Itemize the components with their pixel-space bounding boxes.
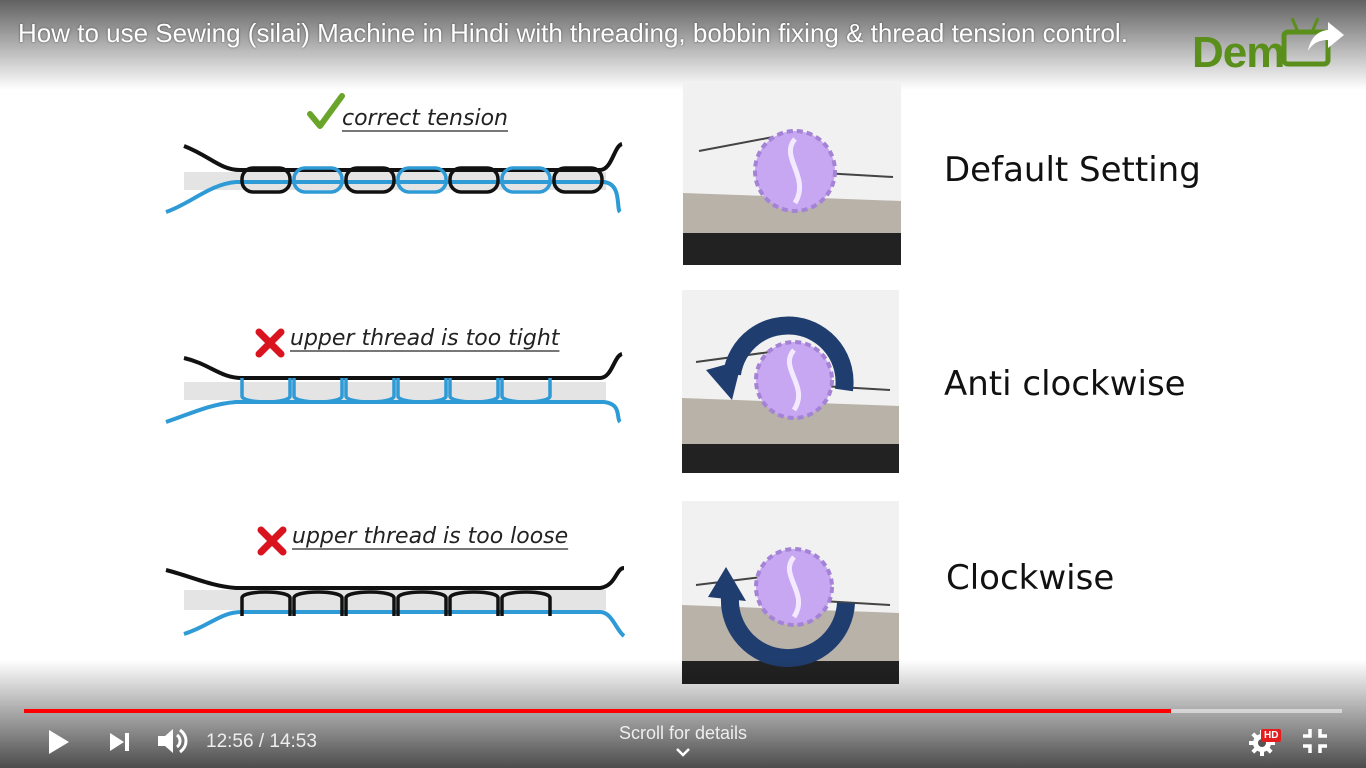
caption-correct-tension: correct tension <box>342 106 508 131</box>
knob-photo-default <box>683 81 901 265</box>
setting-label-anticlockwise: Anti clockwise <box>944 364 1186 404</box>
knob-photo-anticlockwise <box>682 290 899 473</box>
caption-too-loose: upper thread is too loose <box>292 524 569 549</box>
anticlockwise-arrow-icon <box>706 316 854 400</box>
setting-label-default: Default Setting <box>944 150 1201 190</box>
time-separator: / <box>258 731 265 752</box>
current-time: 12:56 <box>206 731 254 752</box>
progress-played <box>24 709 1171 713</box>
title-bar-overlay <box>0 0 1366 90</box>
chevron-down-icon[interactable] <box>674 746 692 760</box>
cross-mark-icon <box>255 328 285 358</box>
play-icon[interactable] <box>46 728 72 756</box>
duration: 14:53 <box>269 731 317 752</box>
tension-knob-image <box>683 81 901 265</box>
progress-bar[interactable] <box>24 709 1342 713</box>
share-icon[interactable] <box>1306 18 1346 54</box>
stitch-diagram-too-loose <box>165 566 626 638</box>
volume-icon[interactable] <box>156 726 190 756</box>
scroll-for-details[interactable]: Scroll for details <box>618 723 748 743</box>
next-icon[interactable] <box>108 731 132 753</box>
stitch-diagram-correct <box>165 142 624 214</box>
knob-photo-clockwise <box>682 501 899 684</box>
check-mark-icon <box>307 93 345 129</box>
clockwise-arrow-icon <box>708 567 855 668</box>
hd-badge: HD <box>1261 729 1282 742</box>
time-display: 12:56 / 14:53 <box>206 731 317 753</box>
controls-overlay <box>0 660 1366 768</box>
exit-fullscreen-icon[interactable] <box>1302 728 1328 754</box>
video-title[interactable]: How to use Sewing (silai) Machine in Hin… <box>18 18 1128 48</box>
setting-label-clockwise: Clockwise <box>946 558 1115 598</box>
caption-too-tight: upper thread is too tight <box>290 326 560 351</box>
channel-logo-text: Dem <box>1192 28 1285 77</box>
cross-mark-icon <box>257 526 287 556</box>
channel-logo[interactable]: Dem <box>1188 12 1338 77</box>
stitch-diagram-too-tight <box>165 352 623 424</box>
